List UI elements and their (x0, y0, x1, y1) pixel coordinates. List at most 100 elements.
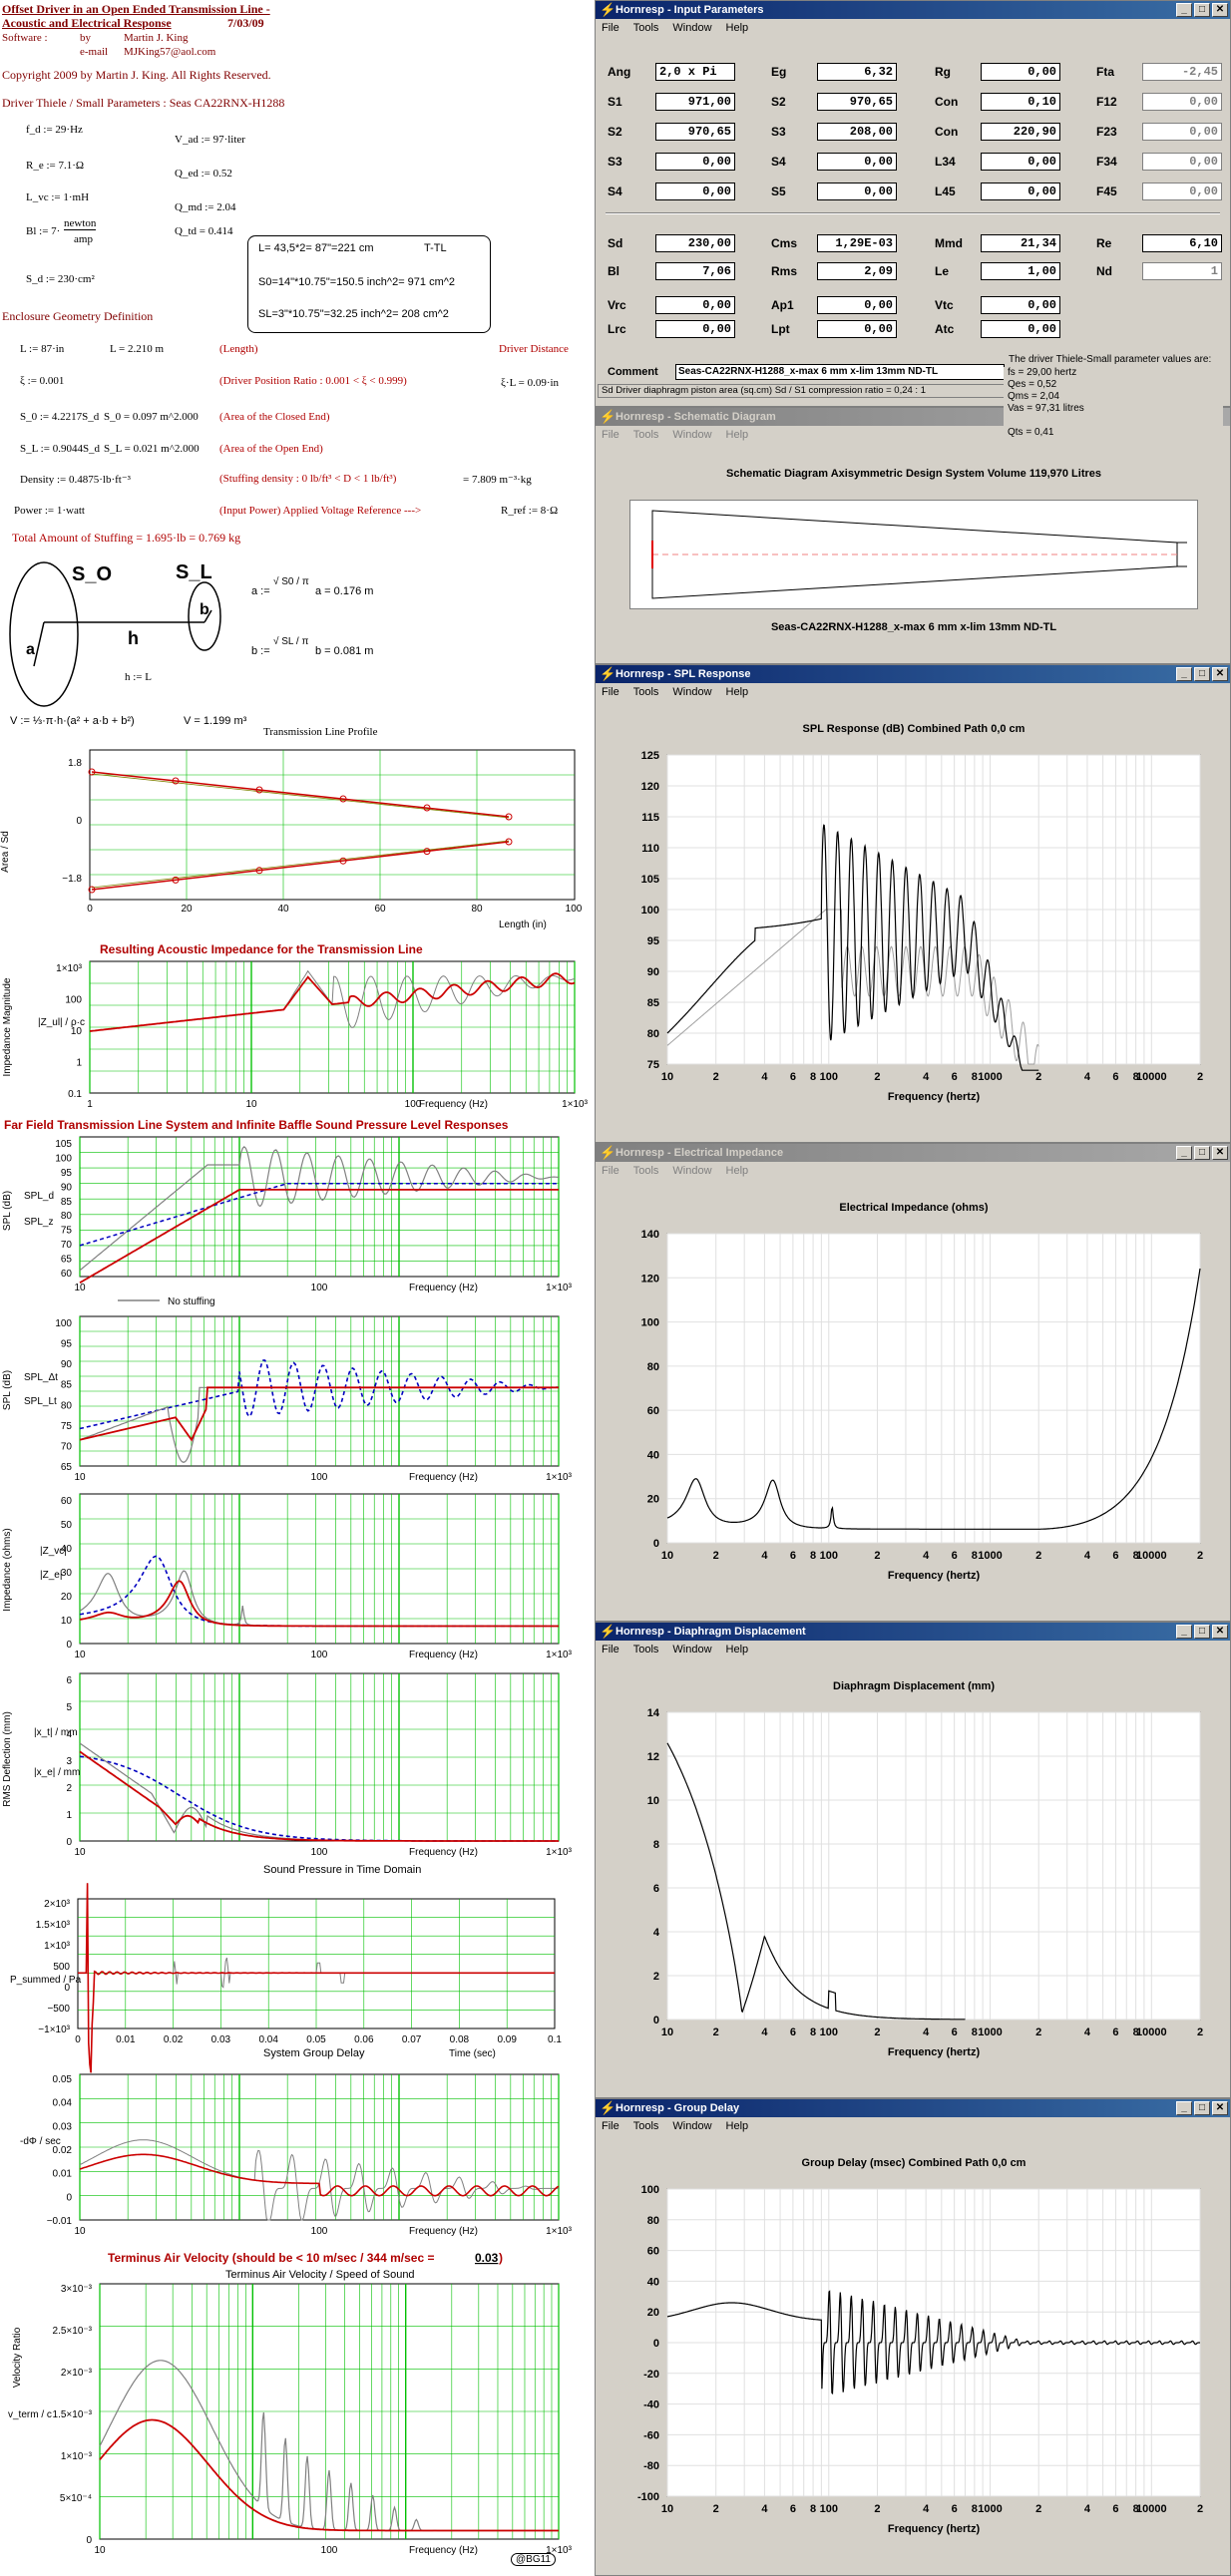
svg-text:2×10⁻³: 2×10⁻³ (61, 2368, 93, 2379)
displacement-curve (666, 1742, 966, 2021)
imp-legend: |Z_ul| / ρ·c (38, 1017, 85, 1028)
field-eg[interactable]: 6,32 (817, 63, 897, 81)
svg-text:−1×10³: −1×10³ (38, 2024, 70, 2035)
menu-tools[interactable]: Tools (632, 686, 659, 698)
menu-file[interactable]: File (602, 1165, 619, 1177)
field-lpt[interactable]: 0,00 (817, 320, 897, 338)
x-tick: 8 (810, 1071, 816, 1083)
field-l34[interactable]: 0,00 (981, 153, 1060, 171)
menu-file[interactable]: File (602, 1644, 619, 1656)
minimize-icon[interactable]: _ (1176, 3, 1192, 17)
svg-text:1: 1 (66, 1810, 72, 1821)
svg-text:90: 90 (61, 1359, 73, 1370)
minimize-icon[interactable]: _ (1176, 1625, 1192, 1639)
field-ang[interactable]: 2,0 x Pi (655, 63, 735, 81)
field-fta[interactable]: -2,45 (1142, 63, 1222, 81)
field-s3[interactable]: 0,00 (655, 153, 735, 171)
menu-window[interactable]: Window (672, 686, 712, 698)
menu-tools[interactable]: Tools (632, 429, 659, 441)
menu-help[interactable]: Help (725, 1644, 749, 1656)
menu-file[interactable]: File (602, 686, 619, 698)
maximize-icon[interactable]: □ (1194, 667, 1210, 681)
menu-window[interactable]: Window (672, 1165, 712, 1177)
menu-window[interactable]: Window (672, 22, 712, 34)
comment-field[interactable]: Seas-CA22RNX-H1288_x-max 6 mm x-lim 13mm… (675, 364, 1005, 380)
menu-file[interactable]: File (602, 2120, 619, 2132)
field-s4[interactable]: 0,00 (655, 183, 735, 200)
field-f23[interactable]: 0,00 (1142, 123, 1222, 141)
maximize-icon[interactable]: □ (1194, 2101, 1210, 2115)
author-name: Martin J. King (124, 32, 189, 44)
menu-tools[interactable]: Tools (632, 22, 659, 34)
field-rg[interactable]: 0,00 (981, 63, 1060, 81)
field-s4[interactable]: 0,00 (817, 153, 897, 171)
maximize-icon[interactable]: □ (1194, 3, 1210, 17)
email-label: e-mail (80, 46, 109, 58)
close-icon[interactable]: ✕ (1212, 1146, 1228, 1160)
close-icon[interactable]: ✕ (1212, 3, 1228, 17)
x-tick: 4 (1084, 1071, 1091, 1083)
field-ap1[interactable]: 0,00 (817, 296, 897, 314)
close-icon[interactable]: ✕ (1212, 2101, 1228, 2115)
menu-window[interactable]: Window (672, 429, 712, 441)
field-vrc[interactable]: 0,00 (655, 296, 735, 314)
field-sd[interactable]: 230,00 (655, 234, 735, 252)
field-l45[interactable]: 0,00 (981, 183, 1060, 200)
svg-text:0.03: 0.03 (211, 2034, 231, 2045)
menu-help[interactable]: Help (725, 429, 749, 441)
menu-help[interactable]: Help (725, 1165, 749, 1177)
field-mmd[interactable]: 21,34 (981, 234, 1060, 252)
x-tick: 2 (1035, 2503, 1041, 2515)
field-s2[interactable]: 970,65 (817, 93, 897, 111)
menu-tools[interactable]: Tools (632, 1644, 659, 1656)
minimize-icon[interactable]: _ (1176, 1146, 1192, 1160)
maximize-icon[interactable]: □ (1194, 1625, 1210, 1639)
field-atc[interactable]: 0,00 (981, 320, 1060, 338)
field-nd[interactable]: 1 (1142, 262, 1222, 280)
power-note: (Input Power) Applied Voltage Reference … (219, 505, 422, 517)
field-lrc[interactable]: 0,00 (655, 320, 735, 338)
svg-text:20: 20 (61, 1592, 73, 1603)
close-icon[interactable]: ✕ (1212, 667, 1228, 681)
x-tick: 4 (923, 1550, 930, 1562)
svg-text:100: 100 (321, 2545, 338, 2556)
group-delay-window: ⚡ Hornresp - Group Delay _ □ ✕ File Tools Wind… (595, 2098, 1231, 2576)
field-s2[interactable]: 970,65 (655, 123, 735, 141)
minimize-icon[interactable]: _ (1176, 2101, 1192, 2115)
x-tick: 8 (972, 1550, 978, 1562)
menu-help[interactable]: Help (725, 686, 749, 698)
field-f45[interactable]: 0,00 (1142, 183, 1222, 200)
field-rms[interactable]: 2,09 (817, 262, 897, 280)
label-ang: Ang (608, 65, 631, 79)
freq-label: Frequency (Hz) (409, 2545, 478, 2556)
menu-file[interactable]: File (602, 22, 619, 34)
field-con[interactable]: 220,90 (981, 123, 1060, 141)
minimize-icon[interactable]: _ (1176, 667, 1192, 681)
field-s3[interactable]: 208,00 (817, 123, 897, 141)
field-le[interactable]: 1,00 (981, 262, 1060, 280)
imp-y-label: Impedance Magnitude (2, 977, 13, 1076)
menu-tools[interactable]: Tools (632, 1165, 659, 1177)
field-bl[interactable]: 7,06 (655, 262, 735, 280)
menu-tools[interactable]: Tools (632, 2120, 659, 2132)
field-f12[interactable]: 0,00 (1142, 93, 1222, 111)
maximize-icon[interactable]: □ (1194, 1146, 1210, 1160)
field-s1[interactable]: 971,00 (655, 93, 735, 111)
svg-text:10: 10 (74, 1847, 86, 1858)
field-f34[interactable]: 0,00 (1142, 153, 1222, 171)
menu-file[interactable]: File (602, 429, 619, 441)
field-s5[interactable]: 0,00 (817, 183, 897, 200)
field-re[interactable]: 6,10 (1142, 234, 1222, 252)
close-icon[interactable]: ✕ (1212, 1625, 1228, 1639)
field-con[interactable]: 0,10 (981, 93, 1060, 111)
diag-b: b (200, 601, 209, 618)
menu-window[interactable]: Window (672, 1644, 712, 1656)
menu-help[interactable]: Help (725, 2120, 749, 2132)
y-tick: 120 (641, 1273, 659, 1285)
field-vtc[interactable]: 0,00 (981, 296, 1060, 314)
svg-text:10: 10 (74, 1283, 86, 1293)
menu-help[interactable]: Help (725, 22, 749, 34)
field-cms[interactable]: 1,29E-03 (817, 234, 897, 252)
menu-window[interactable]: Window (672, 2120, 712, 2132)
